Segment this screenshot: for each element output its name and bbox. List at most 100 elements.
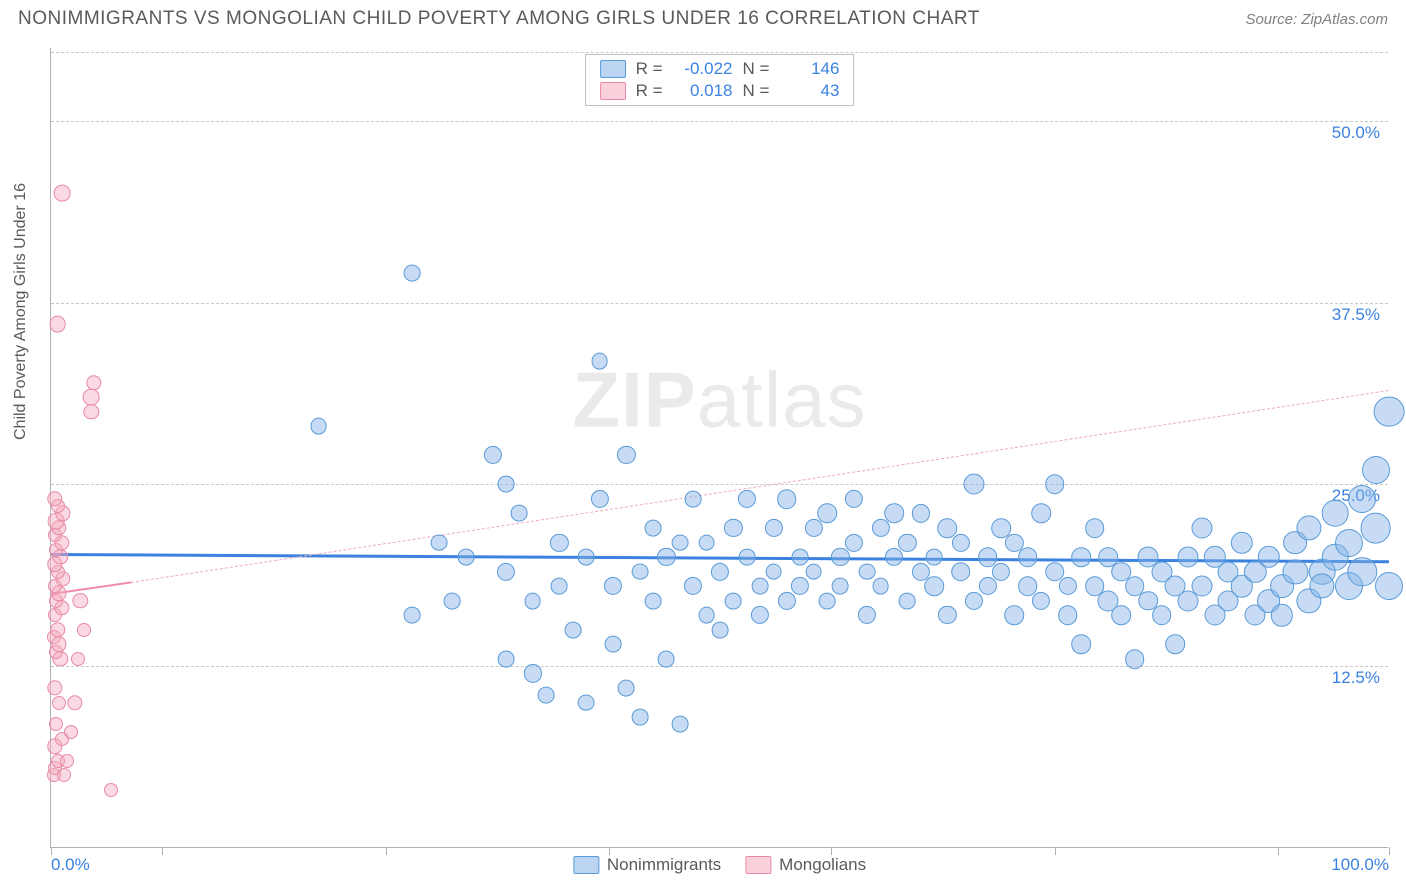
data-point [1071,635,1091,655]
data-point [658,651,675,668]
data-point [47,680,62,695]
x-tick-label: 100.0% [1331,855,1389,875]
gridline [51,666,1388,667]
data-point [898,533,916,551]
data-point [1125,649,1145,669]
data-point [845,490,863,508]
legend-item: Nonimmigrants [573,855,721,875]
data-point [1375,572,1403,600]
data-point [1335,529,1363,557]
legend-swatch-blue [573,856,599,874]
data-point [444,592,461,609]
data-point [885,548,903,566]
x-tick [1389,847,1390,855]
data-point [71,652,85,666]
data-point [778,592,796,610]
data-point [1374,396,1405,427]
data-point [845,533,863,551]
data-point [819,592,836,609]
data-point [591,352,608,369]
data-point [1191,576,1212,597]
data-point [979,577,997,595]
data-point [498,651,515,668]
y-tick-label: 12.5% [1332,668,1380,688]
y-tick-label: 37.5% [1332,305,1380,325]
data-point [618,680,635,697]
data-point [578,549,595,566]
data-point [1296,515,1321,540]
data-point [952,533,970,551]
data-point [938,606,956,624]
data-point [1257,546,1279,568]
data-point [431,534,448,551]
data-point [671,716,688,733]
data-point [657,548,675,566]
data-point [924,576,944,596]
data-point [1191,518,1212,539]
data-point [1165,635,1185,655]
data-point [49,316,66,333]
data-point [1152,605,1172,625]
data-point [1283,559,1308,584]
data-point [1348,485,1376,513]
data-point [711,563,729,581]
legend-item: Mongolians [745,855,866,875]
data-point [1071,547,1091,567]
data-point [712,621,729,638]
data-point [86,375,101,390]
data-point [951,562,971,582]
x-tick [831,847,832,855]
data-point [604,577,622,595]
data-point [964,474,985,495]
data-point [645,592,662,609]
data-point [631,563,648,580]
data-point [752,578,769,595]
data-point [57,768,71,782]
data-point [698,607,715,624]
data-point [483,446,501,464]
data-point [832,578,849,595]
data-point [792,549,809,566]
legend-swatch-pink [745,856,771,874]
data-point [738,549,755,566]
data-point [738,490,756,508]
data-point [617,446,635,464]
data-point [817,504,837,524]
x-tick [386,847,387,855]
y-tick-label: 50.0% [1332,123,1380,143]
gridline [51,484,1388,485]
data-point [83,404,98,419]
gridline [51,303,1388,304]
data-point [67,695,82,710]
data-point [698,534,715,551]
data-point [497,563,515,581]
data-point [871,519,889,537]
x-tick [51,847,52,855]
data-point [685,491,702,508]
data-point [310,418,327,435]
data-point [1322,500,1349,527]
data-point [805,519,823,537]
data-point [590,490,608,508]
data-point [498,476,515,493]
data-point [551,578,568,595]
source-attribution: Source: ZipAtlas.com [1245,11,1388,28]
data-point [992,563,1010,581]
data-point [60,754,74,768]
data-point [926,549,943,566]
data-point [404,607,421,624]
data-point [524,664,542,682]
watermark: ZIPatlas [572,354,866,445]
data-point [631,709,648,726]
data-point [457,549,474,566]
data-point [765,563,782,580]
data-point [1360,513,1391,544]
data-point [1271,604,1293,626]
data-point [53,185,70,202]
scatter-chart: ZIPatlas R = -0.022 N = 146 R = 0.018 N … [50,48,1388,848]
chart-title: NONIMMIGRANTS VS MONGOLIAN CHILD POVERTY… [18,8,980,30]
gridline [51,52,1388,53]
data-point [1031,504,1051,524]
data-point [64,725,78,739]
data-point [524,592,541,609]
